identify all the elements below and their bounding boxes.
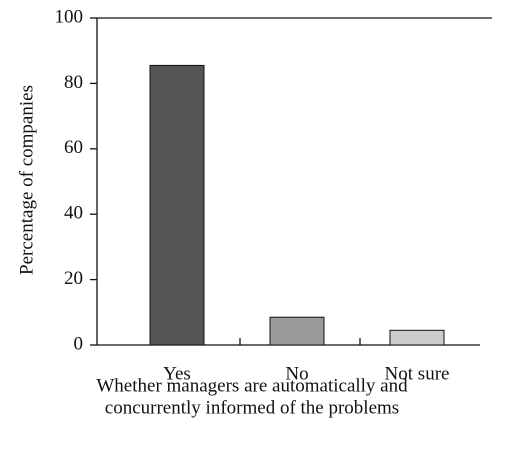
bar: [389, 329, 445, 346]
y-tick-label: 100: [55, 6, 84, 27]
x-tick-label: Not sure: [385, 363, 450, 384]
y-tick-label: 80: [64, 72, 83, 93]
y-tick-label: 60: [64, 137, 83, 158]
y-tick-label: 40: [64, 203, 83, 224]
x-axis-label: Whether managers are automatically and: [96, 375, 408, 396]
x-tick-label: Yes: [163, 363, 191, 384]
bar: [269, 316, 325, 346]
y-axis-label: Percentage of companies: [16, 85, 37, 275]
x-tick-label: No: [285, 363, 308, 384]
bar: [149, 64, 205, 346]
x-axis-label: concurrently informed of the problems: [105, 397, 399, 418]
y-tick-label: 20: [64, 268, 83, 289]
y-tick-label: 0: [74, 333, 84, 354]
